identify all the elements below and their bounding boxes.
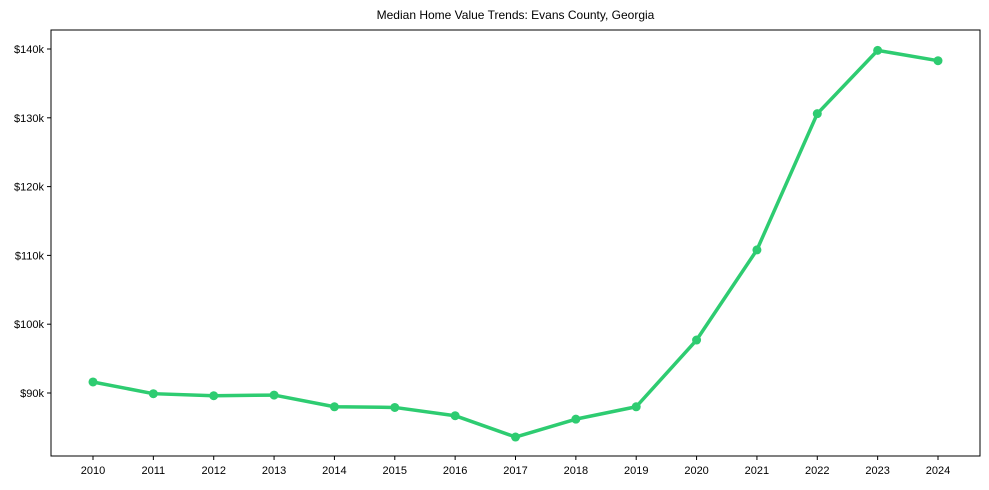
chart-title: Median Home Value Trends: Evans County, … [376,8,655,22]
data-point-marker [752,245,762,255]
x-tick-label: 2015 [383,465,407,477]
y-tick-label: $100k [14,319,44,331]
y-axis: $90k $100k $110k $120k $130k $140k [14,44,51,400]
x-tick-label: 2017 [503,465,527,477]
x-tick-label: 2022 [805,465,829,477]
x-tick-label: 2013 [262,465,286,477]
x-tick-label: 2024 [926,465,950,477]
data-point-marker [390,402,400,412]
x-tick-label: 2014 [322,465,346,477]
y-tick-label: $130k [14,113,44,125]
data-point-marker [511,432,520,442]
data-point-marker [88,377,98,387]
data-point-marker [933,56,943,66]
x-tick-label: 2012 [201,465,225,477]
x-axis: 2010 2011 2012 2013 2014 2015 2016 2017 2018 2019… [81,456,950,477]
data-point-marker [631,402,641,412]
x-tick-label: 2020 [684,465,708,477]
x-tick-label: 2011 [142,465,166,477]
data-point-marker [873,45,883,55]
data-point-marker [692,335,702,345]
plot-border [50,29,981,457]
axes-frame [50,29,981,457]
y-tick-label: $140k [14,44,44,56]
data-point-marker [209,391,219,401]
x-tick-label: 2016 [443,465,467,477]
data-series [88,45,943,442]
data-point-marker [148,389,158,399]
y-tick-label: $90k [20,388,44,400]
x-tick-label: 2019 [624,465,648,477]
data-point-marker [329,402,339,412]
data-point-marker [269,390,279,400]
x-tick-label: 2010 [81,465,105,477]
y-tick-label: $120k [14,182,44,194]
x-tick-label: 2023 [865,465,889,477]
x-tick-label: 2021 [745,465,769,477]
x-tick-label: 2018 [564,465,588,477]
y-tick-label: $110k [15,250,45,262]
data-point-marker [812,109,822,119]
series-line [91,48,940,439]
data-point-marker [571,414,581,424]
data-point-marker [450,411,460,421]
